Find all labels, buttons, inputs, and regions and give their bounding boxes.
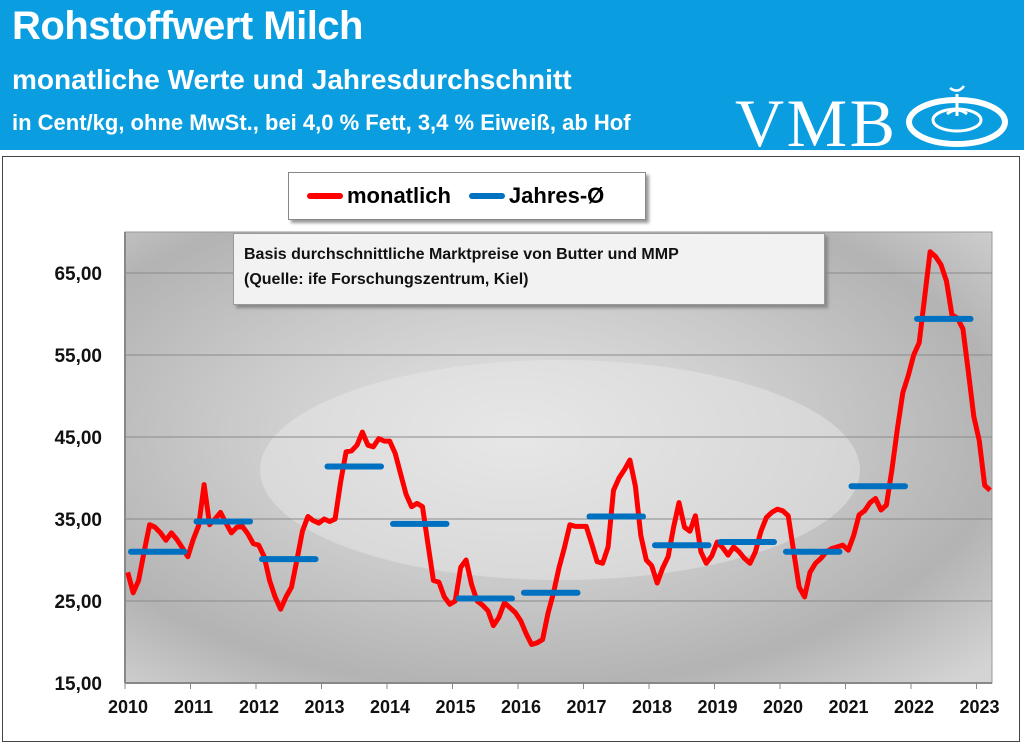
x-tick-label: 2020 — [763, 697, 803, 717]
x-tick-label: 2019 — [697, 697, 737, 717]
x-tick-label: 2015 — [435, 697, 475, 717]
x-tick-label: 2023 — [959, 697, 999, 717]
x-tick-label: 2012 — [239, 697, 279, 717]
chart-title: Rohstoffwert Milch — [12, 4, 363, 48]
chart-units-note: in Cent/kg, ohne MwSt., bei 4,0 % Fett, … — [12, 110, 631, 135]
annotation-line: Basis durchschnittliche Marktpreise von … — [244, 246, 679, 263]
x-tick-label: 2014 — [370, 697, 410, 717]
legend: monatlich Jahres-Ø — [288, 172, 646, 220]
y-tick-label: 45,00 — [54, 428, 102, 449]
x-tick-label: 2022 — [894, 697, 934, 717]
x-tick-label: 2017 — [566, 697, 606, 717]
y-tick-label: 25,00 — [54, 592, 102, 613]
vmb-logo: VMB — [735, 85, 1008, 150]
x-tick-label: 2018 — [632, 697, 672, 717]
x-tick-label: 2011 — [174, 697, 213, 717]
legend-label: Jahres-Ø — [508, 183, 605, 208]
annotation-line: (Quelle: ife Forschungszentrum, Kiel) — [244, 271, 529, 288]
legend-item-monatlich: monatlich — [307, 183, 451, 209]
x-tick-label: 2016 — [501, 697, 541, 717]
x-tick-label: 2021 — [828, 697, 868, 717]
chart-subtitle: monatliche Werte und Jahresdurchschnitt — [12, 64, 572, 95]
y-tick-label: 55,00 — [54, 346, 102, 367]
plot-background-highlight — [260, 360, 860, 580]
x-tick-label: 2010 — [108, 697, 148, 717]
legend-swatch-monatlich — [307, 193, 343, 199]
legend-label: monatlich — [347, 183, 451, 208]
annotation-box: Basis durchschnittliche Marktpreise von … — [233, 233, 825, 305]
series-line-monatlich — [125, 249, 992, 647]
legend-item-jahres: Jahres-Ø — [468, 183, 605, 209]
header-banner: Rohstoffwert Milch monatliche Werte und … — [0, 0, 1024, 150]
y-tick-label: 65,00 — [54, 264, 102, 285]
y-tick-label: 15,00 — [54, 674, 102, 695]
legend-swatch-jahres — [468, 193, 505, 199]
svg-text:VMB: VMB — [735, 85, 895, 150]
y-tick-label: 35,00 — [54, 510, 102, 531]
x-tick-label: 2013 — [304, 697, 344, 717]
